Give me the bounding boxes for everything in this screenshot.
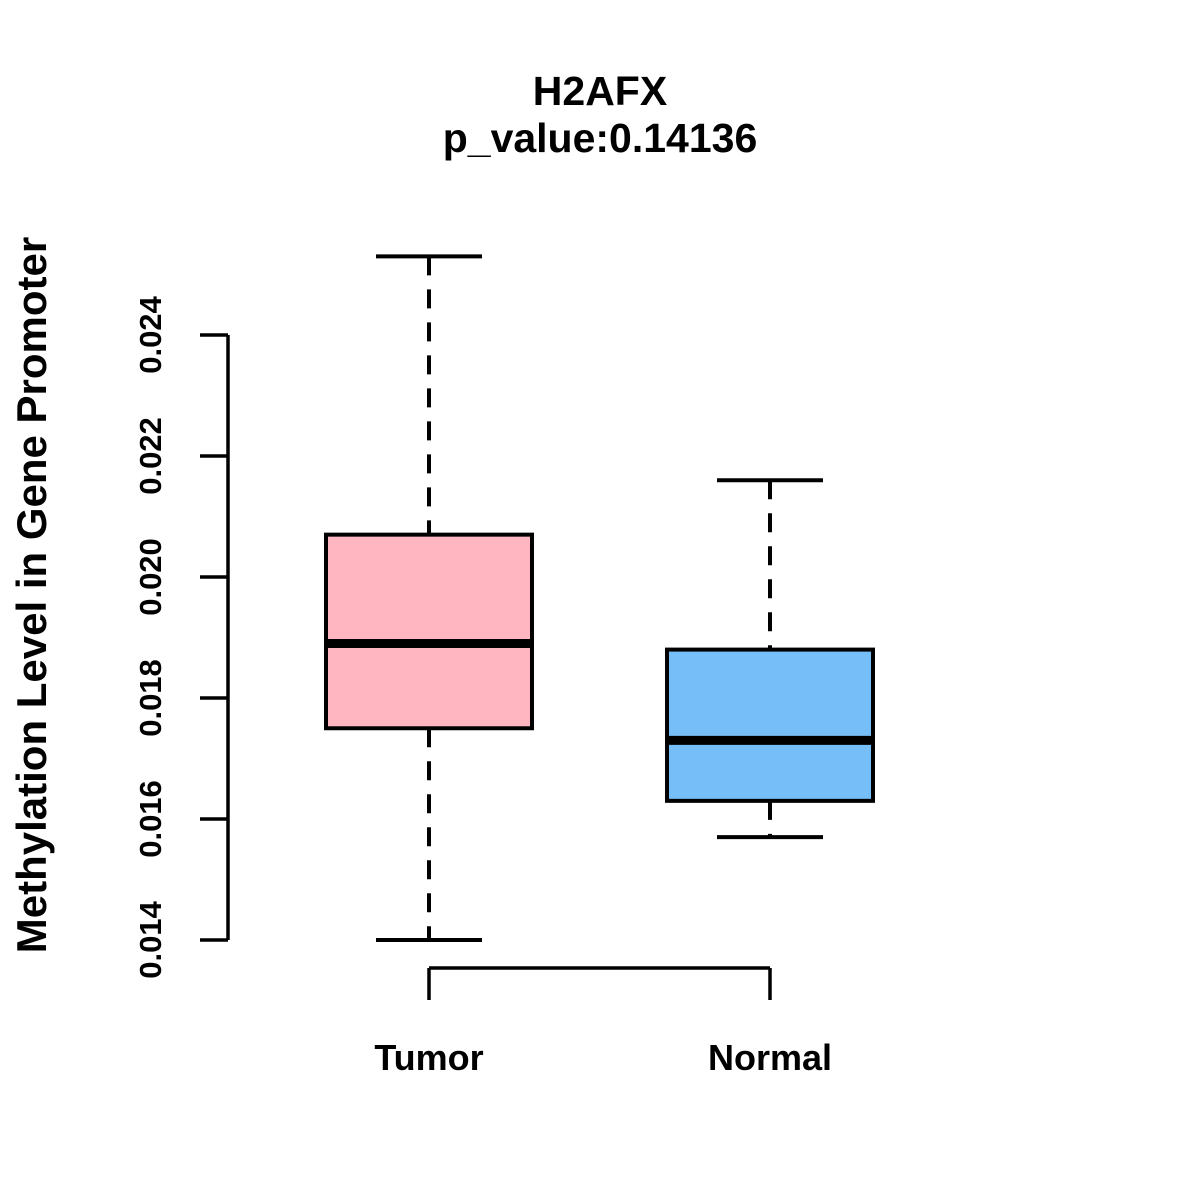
y-axis-title: Methylation Level in Gene Promoter	[8, 236, 55, 954]
normal-box	[665, 647, 875, 803]
y-tick-label: 0.024	[133, 296, 168, 374]
x-category-label-normal: Normal	[707, 1037, 833, 1078]
tumor-box	[324, 532, 534, 731]
y-tick-label: 0.022	[133, 417, 168, 495]
y-tick-label: 0.014	[133, 901, 168, 979]
x-category-label-tumor: Tumor	[374, 1037, 484, 1078]
y-tick-label: 0.018	[133, 659, 168, 737]
chart-subtitle: p_value:0.14136	[442, 115, 758, 161]
y-tick-label: 0.020	[133, 538, 168, 616]
title-block: H2AFX p_value:0.14136	[0, 68, 1200, 162]
chart-title: H2AFX	[532, 68, 668, 114]
y-tick-label: 0.016	[133, 780, 168, 858]
